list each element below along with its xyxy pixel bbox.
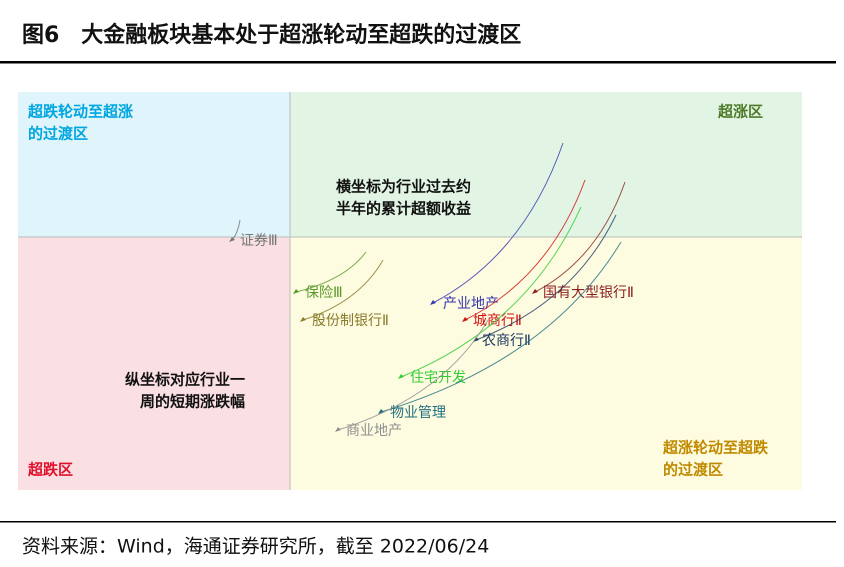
series-label: 证券Ⅲ	[240, 233, 278, 249]
marker	[229, 237, 235, 242]
series-label: 城商行Ⅱ	[473, 313, 522, 329]
trajectory	[295, 251, 367, 293]
series-label: 商业地产	[346, 423, 402, 439]
trajectory	[432, 142, 564, 304]
quadrant-label: 超跌轮动至超涨	[27, 103, 133, 121]
annotation: 周的短期涨跌幅	[140, 393, 245, 411]
marker	[300, 317, 306, 322]
quadrant-bg	[290, 237, 802, 490]
source-note: 资料来源：Wind，海通证券研究所，截至 2022/06/24	[22, 536, 489, 558]
annotation: 纵坐标对应行业一	[125, 371, 245, 389]
marker	[430, 300, 436, 305]
annotation: 半年的累计超额收益	[336, 200, 471, 218]
series-label: 产业地产	[443, 296, 499, 312]
series-label: 保险Ⅲ	[305, 285, 343, 301]
chart-layer: 超跌轮动至超涨的过渡区超涨区超跌区超涨轮动至超跌的过渡区横坐标为行业过去约半年的…	[27, 103, 769, 479]
series-label: 物业管理	[390, 405, 446, 421]
quadrant-bg	[18, 237, 290, 490]
quadrant-label: 的过渡区	[28, 125, 88, 143]
quadrant-label: 超跌区	[27, 461, 73, 479]
trajectory	[400, 206, 582, 378]
marker	[532, 289, 538, 294]
trajectory	[380, 241, 622, 413]
trajectory	[337, 319, 489, 431]
quadrant-bg	[290, 92, 802, 237]
quadrant-label: 的过渡区	[663, 461, 723, 479]
trajectory	[302, 259, 384, 321]
trajectory	[534, 181, 626, 293]
series-label: 农商行Ⅱ	[482, 333, 531, 349]
quadrant-label: 超涨轮动至超跌	[662, 439, 769, 457]
trajectory	[464, 179, 586, 321]
trajectory	[475, 214, 617, 341]
quadrant-bg	[18, 92, 290, 237]
marker	[293, 289, 299, 294]
quadrant-label: 超涨区	[717, 103, 763, 121]
marker	[462, 317, 468, 322]
figure-title: 图6 大金融板块基本处于超涨轮动至超跌的过渡区	[22, 22, 521, 48]
marker	[398, 374, 404, 379]
marker	[378, 409, 384, 414]
title-rule	[0, 61, 836, 64]
source-rule	[0, 521, 836, 523]
series-label: 股份制银行Ⅱ	[312, 313, 389, 329]
series-label: 国有大型银行Ⅱ	[543, 285, 634, 301]
annotation: 横坐标为行业过去约	[336, 178, 471, 196]
marker	[335, 427, 341, 432]
